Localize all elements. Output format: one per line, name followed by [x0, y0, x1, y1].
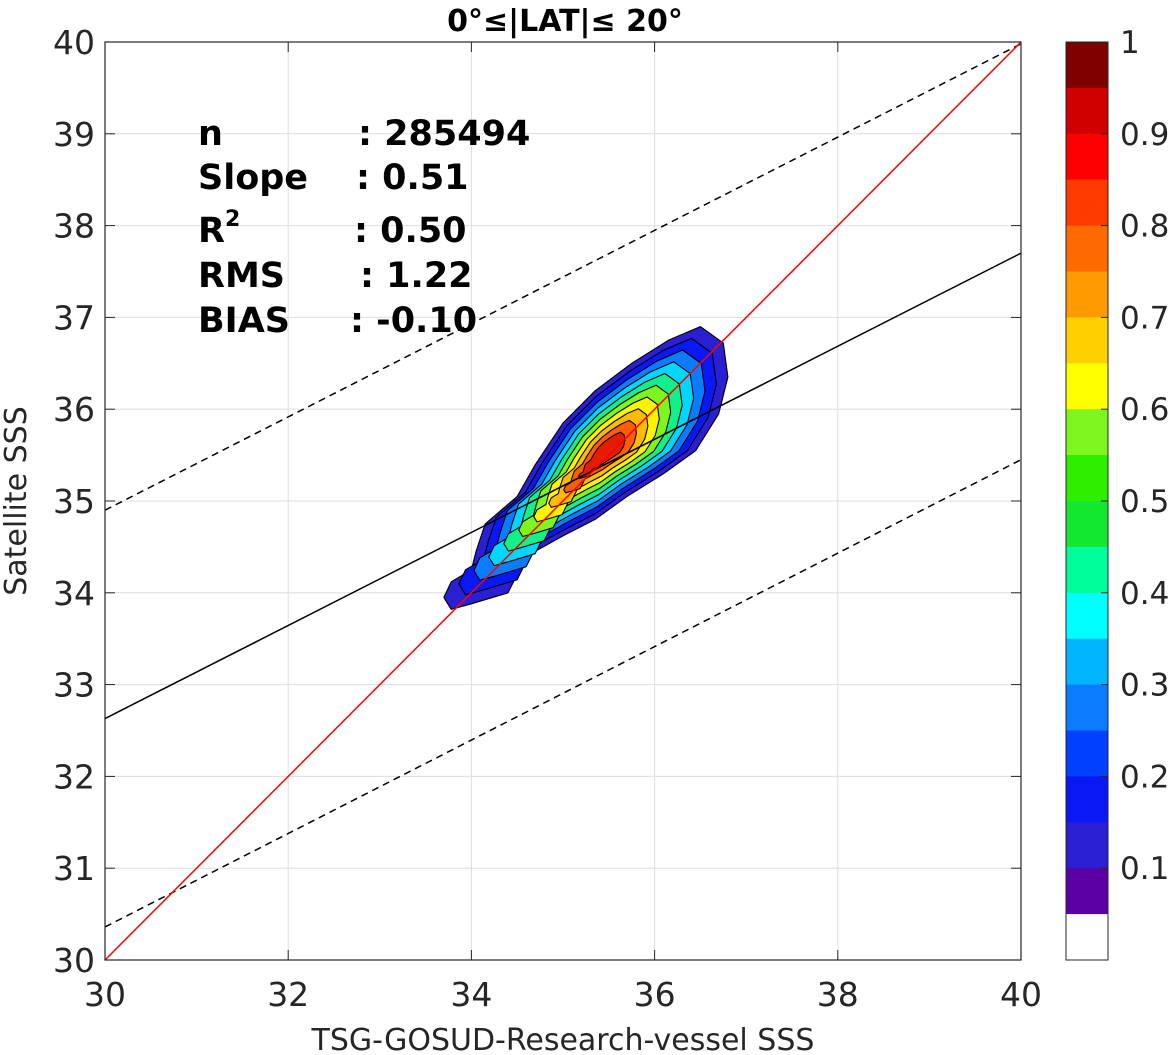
colorbar-segment	[1066, 455, 1108, 502]
colorbar-segment	[1066, 87, 1108, 135]
x-tick-label: 38	[817, 975, 859, 1014]
x-tick-label: 40	[1000, 975, 1042, 1014]
colorbar-segment	[1066, 730, 1108, 777]
stat-r2-value: : 0.50	[354, 211, 467, 251]
y-axis-label: Satellite SSS	[0, 406, 34, 596]
colorbar-segment	[1066, 868, 1108, 915]
y-tick-label: 30	[53, 941, 95, 980]
one-to-one-line	[105, 42, 1021, 960]
colorbar-tick-label: 1	[1120, 25, 1140, 61]
colorbar-segment	[1066, 822, 1108, 869]
x-tick-label: 30	[84, 975, 126, 1014]
y-tick-label: 39	[53, 115, 95, 154]
y-tick-label: 35	[53, 482, 95, 521]
y-tick-label: 37	[53, 298, 95, 337]
x-tick-label: 32	[267, 975, 309, 1014]
y-tick-label: 33	[53, 666, 95, 705]
colorbar-segment	[1066, 133, 1108, 181]
colorbar-tick-label: 0.1	[1120, 851, 1169, 887]
stat-rms-label: RMS	[198, 256, 285, 296]
stat-n-value: : 285494	[358, 114, 530, 154]
y-tick-label: 38	[53, 207, 95, 246]
colorbar-tick-label: 0.9	[1120, 117, 1169, 153]
colorbar-segment	[1066, 592, 1108, 640]
stat-slope-value: : 0.51	[356, 158, 469, 198]
colorbar-tick-label: 0.5	[1120, 484, 1169, 520]
y-tick-label: 31	[53, 849, 95, 888]
y-tick-label: 40	[53, 23, 95, 62]
stat-rms-value: : 1.22	[360, 256, 473, 296]
stat-bias-label: BIAS	[198, 301, 290, 341]
x-tick-label: 36	[634, 975, 676, 1014]
y-tick-label: 34	[53, 574, 95, 613]
regression-line	[105, 252, 1021, 720]
colorbar-tick-label: 0.7	[1120, 300, 1169, 336]
stat-r2-label: R	[198, 211, 225, 251]
stat-slope-label: Slope	[198, 158, 308, 198]
colorbar-segment	[1066, 914, 1108, 961]
x-axis-label: TSG-GOSUD-Research-vessel SSS	[311, 1023, 815, 1055]
colorbar-segment	[1066, 546, 1108, 594]
axis-ticks: 30 32 34 36 38 40 30 31 32 33 34 35 36 37 38 39 40	[53, 23, 1042, 1014]
colorbar-segment	[1066, 225, 1108, 272]
stat-r2-sup: 2	[225, 207, 240, 232]
y-tick-label: 36	[53, 390, 95, 429]
colorbar-segment	[1066, 363, 1108, 410]
stats-box: n : 285494 Slope : 0.51 R 2 : 0.50 RMS :…	[198, 114, 530, 341]
colorbar-tick-label: 0.8	[1120, 209, 1169, 245]
x-tick-label: 34	[450, 975, 492, 1014]
colorbar-segment	[1066, 271, 1108, 318]
colorbar-segment	[1066, 317, 1108, 364]
colorbar-segment	[1066, 684, 1108, 731]
colorbar-segment	[1066, 776, 1108, 823]
reference-lines	[105, 42, 1021, 960]
colorbar-segment	[1066, 501, 1108, 548]
colorbar-segment	[1066, 638, 1108, 686]
density-contours	[443, 326, 729, 610]
chart-title: 0°≤|LAT|≤ 20°	[447, 4, 683, 39]
upper-bound-line	[105, 43, 1021, 511]
stat-n-label: n	[198, 114, 223, 154]
lower-bound-line	[105, 459, 1021, 928]
colorbar-tick-label: 0.2	[1120, 759, 1169, 795]
colorbar-tick-label: 0.6	[1120, 392, 1169, 428]
stat-bias-value: : -0.10	[350, 301, 477, 341]
colorbar-segment	[1066, 409, 1108, 456]
colorbar-tick-label: 0.3	[1120, 668, 1169, 704]
colorbar-segment	[1066, 42, 1108, 89]
colorbar-segment	[1066, 179, 1108, 227]
colorbar-tick-label: 0.4	[1120, 576, 1169, 612]
colorbar: 0.1 0.2 0.3 0.4 0.5 0.6 0.7 0.8 0.9 1	[1065, 25, 1169, 961]
y-tick-label: 32	[53, 757, 95, 796]
grid-lines	[104, 41, 1022, 961]
